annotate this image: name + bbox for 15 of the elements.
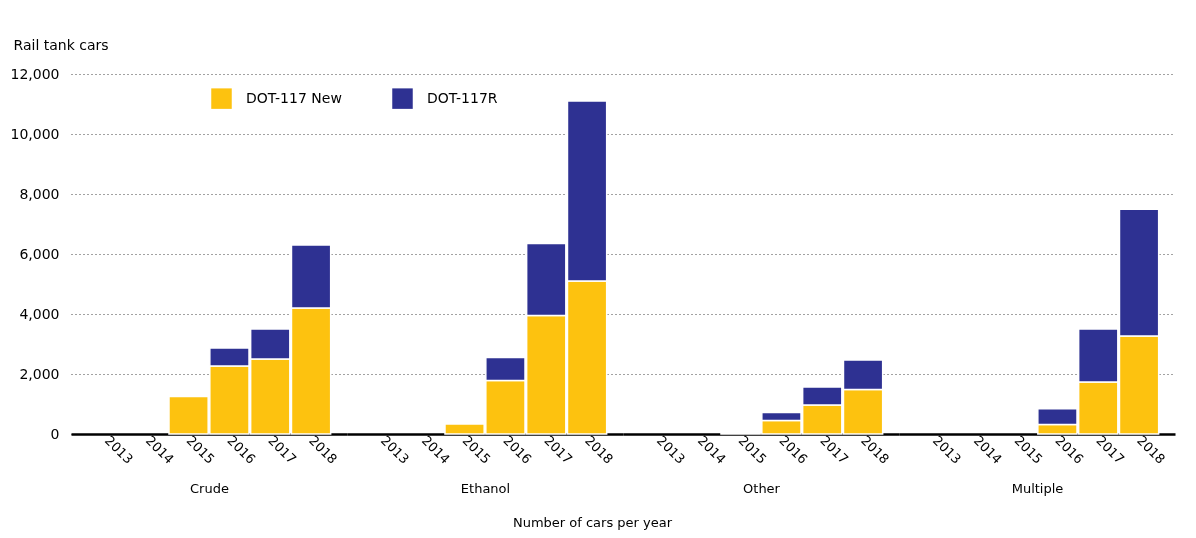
y-tick-label: 6,000	[19, 245, 60, 262]
y-axis-title: Rail tank cars	[13, 36, 109, 53]
x-axis-title: Crude	[190, 480, 229, 496]
y-tick-label: 12,000	[10, 65, 60, 82]
text: Number of cars per year	[512, 515, 673, 531]
x-axis-title: Multiple	[1011, 480, 1064, 496]
y-tick-label: 2,000	[19, 365, 60, 382]
y-tick-label: 0	[50, 425, 60, 442]
y-tick-label: 10,000	[10, 125, 60, 142]
x-axis-title: Other	[743, 480, 781, 496]
y-tick-label: 4,000	[19, 305, 60, 322]
legend-label: DOT-117R	[427, 89, 498, 106]
x-axis-title: Ethanol	[460, 480, 511, 496]
y-tick-label: 8,000	[19, 185, 60, 202]
legend-label: DOT-117 New	[246, 89, 342, 106]
